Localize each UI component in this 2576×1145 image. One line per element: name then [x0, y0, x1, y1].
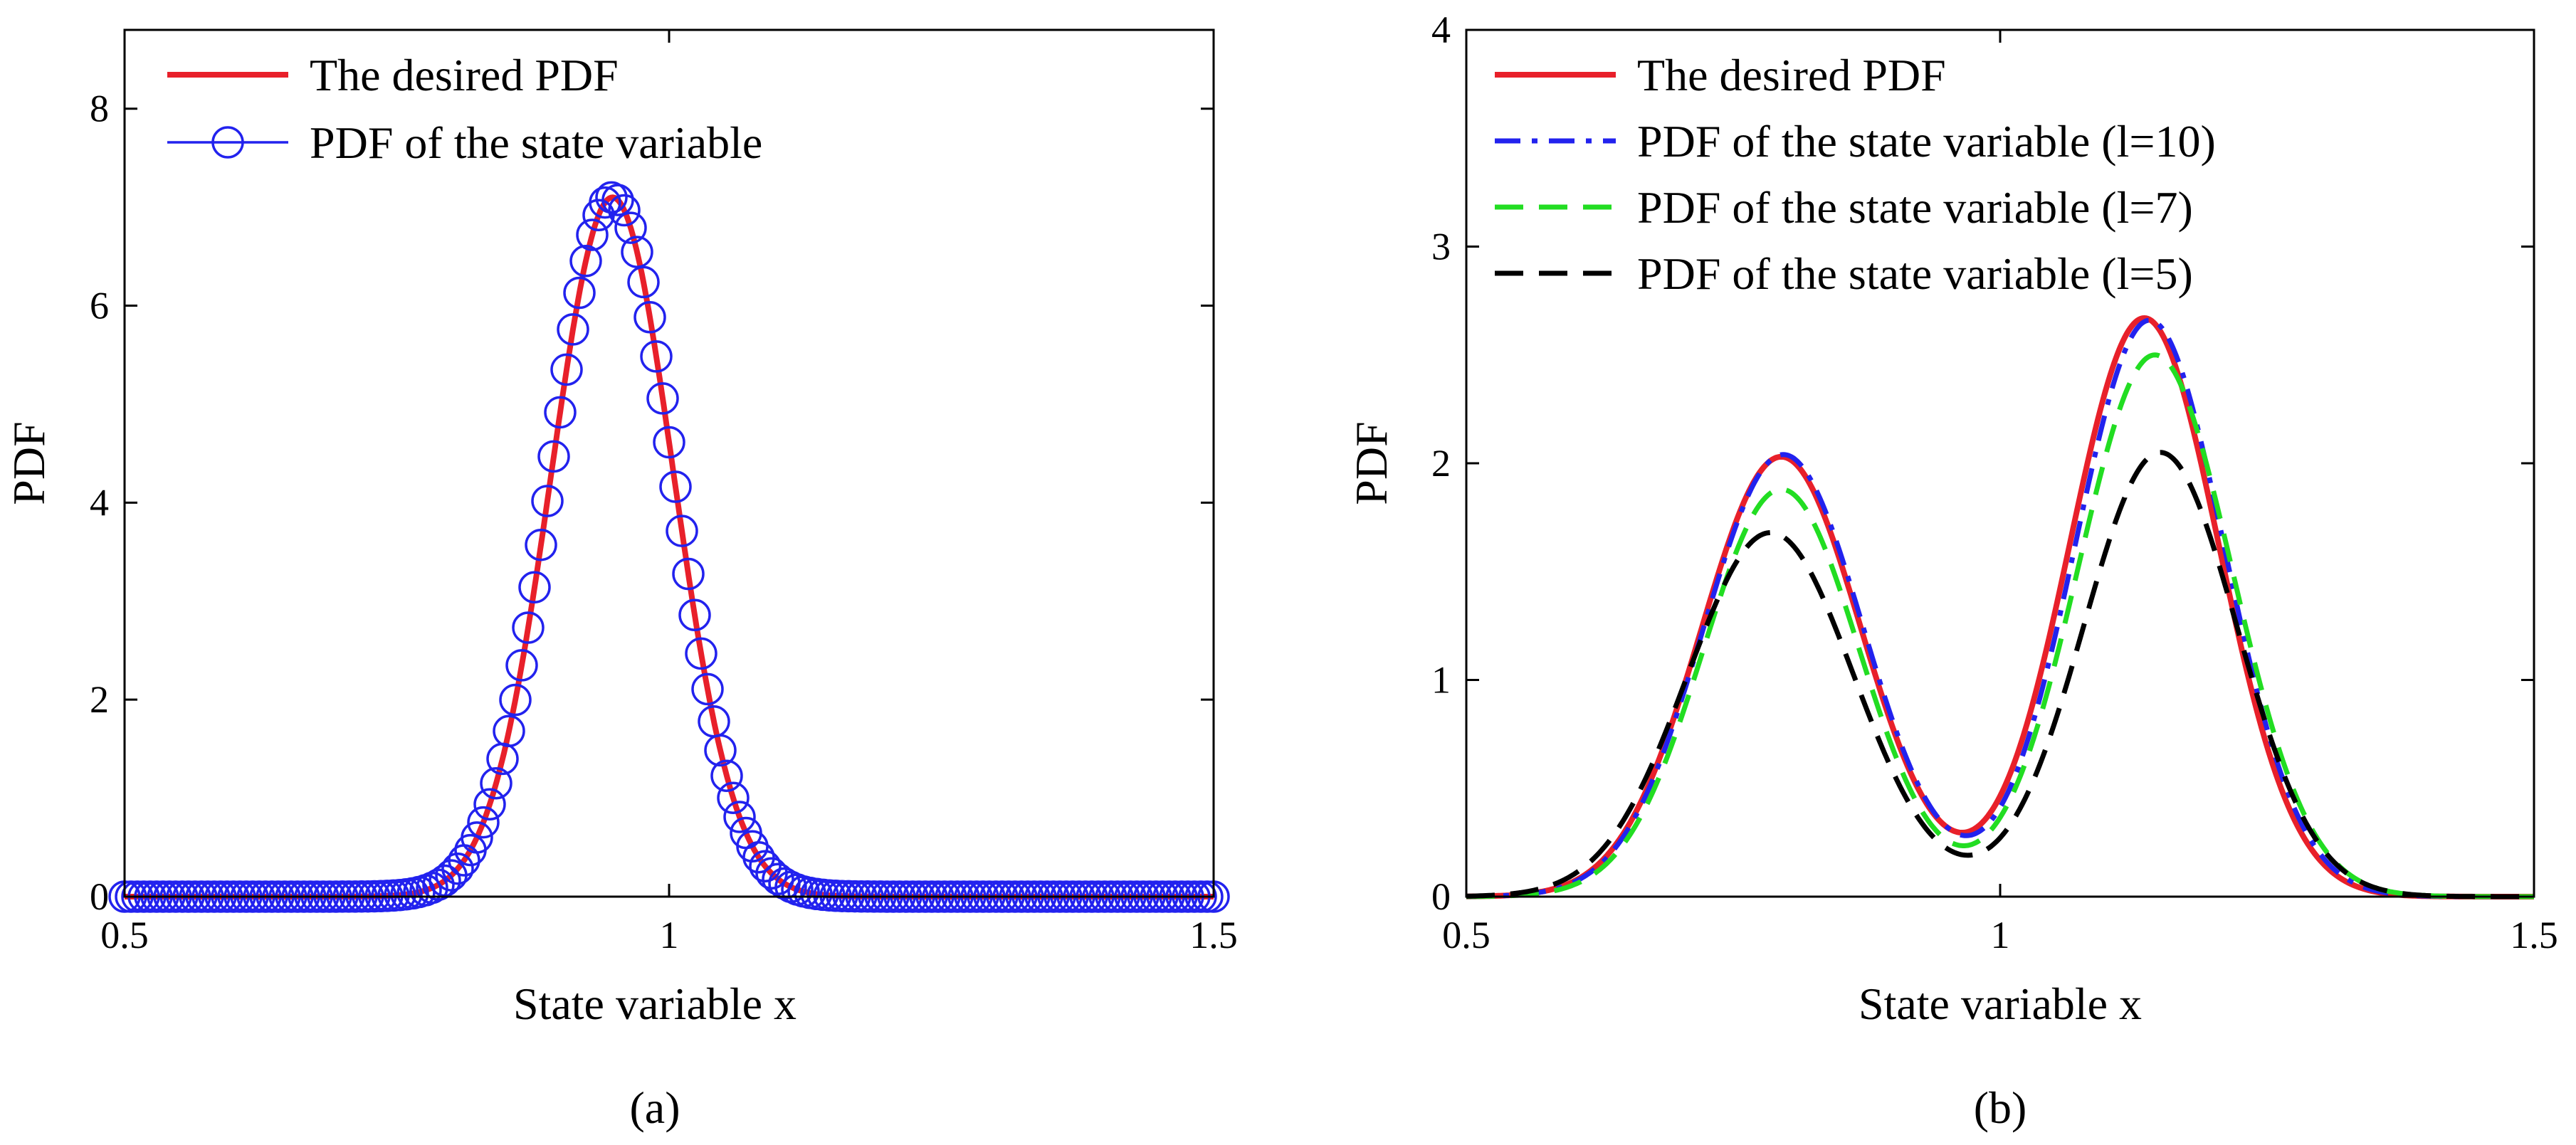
data-point: [634, 301, 666, 334]
x-tick-label: 0.5: [100, 914, 149, 956]
data-point: [608, 194, 641, 227]
legend-label-3: PDF of the state variable (l=5): [1637, 248, 2193, 299]
caption-a: (a): [629, 1082, 680, 1133]
x-tick-label: 1.5: [1189, 914, 1238, 956]
y-tick-label: 4: [1431, 9, 1451, 51]
data-point: [685, 637, 717, 670]
x-tick-label: 0.5: [1442, 914, 1491, 956]
data-point: [659, 470, 692, 503]
data-point: [601, 184, 634, 216]
y-tick-label: 1: [1431, 659, 1451, 702]
data-point: [723, 801, 756, 833]
data-point: [710, 759, 743, 792]
legend-label-0: The desired PDF: [1637, 50, 1946, 100]
chart-panel-a: 0.5 1 1.5 0 2 4 6 8 State variable x PDF The de…: [4, 28, 1238, 1133]
data-point: [576, 218, 609, 251]
x-tick-label: 1.5: [2510, 914, 2558, 956]
data-point: [480, 766, 512, 800]
x-tick-label: 1: [660, 914, 679, 956]
series-line-2: [1466, 352, 2534, 899]
data-point: [537, 440, 570, 473]
data-point: [640, 340, 673, 373]
data-point: [518, 571, 551, 604]
data-point: [544, 396, 577, 429]
y-axis-label-a: PDF: [4, 421, 54, 505]
plot-area-a: [125, 30, 1214, 897]
data-point: [646, 382, 679, 415]
x-axis-label-a: State variable x: [513, 978, 797, 1029]
data-point: [531, 485, 564, 517]
data-point: [493, 714, 525, 748]
series-group-b: [1466, 315, 2534, 899]
legend-marker: [211, 126, 244, 159]
data-point: [589, 186, 621, 219]
series-line-3: [1466, 450, 2534, 899]
y-axis-label-b: PDF: [1346, 421, 1397, 505]
x-tick-label: 1: [1991, 914, 2010, 956]
data-point: [505, 649, 538, 682]
data-point: [499, 683, 532, 717]
data-point: [467, 806, 500, 839]
series-line-1: [1466, 317, 2534, 899]
plot-area-b: [1466, 30, 2534, 897]
x-axis-label-b: State variable x: [1859, 978, 2142, 1029]
y-tick-label: 8: [90, 88, 109, 130]
y-tick-label: 0: [1431, 875, 1451, 918]
caption-b: (b): [1974, 1082, 2027, 1133]
legend-label-0: The desired PDF: [310, 50, 619, 100]
data-point: [512, 611, 545, 644]
y-tick-label: 2: [90, 678, 109, 721]
data-point: [704, 734, 737, 767]
data-point: [742, 840, 775, 874]
data-point: [653, 426, 685, 459]
data-point: [691, 672, 724, 706]
legend-a: The desired PDF PDF of the state variable: [167, 50, 762, 168]
ticks-a: 0.5 1 1.5 0 2 4 6 8: [90, 30, 1238, 956]
y-tick-label: 3: [1431, 226, 1451, 268]
y-tick-label: 2: [1431, 442, 1451, 485]
data-point: [749, 850, 782, 883]
data-point: [678, 598, 711, 632]
data-point: [550, 353, 583, 386]
legend-label-1: PDF of the state variable: [310, 117, 762, 168]
y-tick-label: 6: [90, 285, 109, 327]
chart-panel-b: 0.5 1 1.5 0 1 2 3 4 State variable x PDF The de…: [1346, 9, 2558, 1133]
data-point: [569, 245, 602, 278]
data-point: [672, 557, 705, 591]
legend-label-1: PDF of the state variable (l=10): [1637, 116, 2216, 167]
data-point: [717, 781, 750, 815]
data-point: [461, 821, 493, 854]
data-point: [563, 276, 596, 310]
data-point: [666, 515, 698, 547]
data-point: [614, 211, 647, 244]
y-tick-label: 4: [90, 481, 109, 524]
ticks-b: 0.5 1 1.5 0 1 2 3 4: [1431, 9, 2558, 956]
data-point: [441, 852, 474, 885]
data-point: [473, 788, 506, 821]
y-tick-label: 0: [90, 875, 109, 918]
legend-label-2: PDF of the state variable (l=7): [1637, 182, 2193, 233]
data-point: [627, 265, 660, 299]
data-point: [621, 236, 653, 268]
legend-b: The desired PDF PDF of the state variable…: [1495, 50, 2216, 299]
data-point: [557, 313, 589, 346]
data-point: [525, 528, 557, 561]
